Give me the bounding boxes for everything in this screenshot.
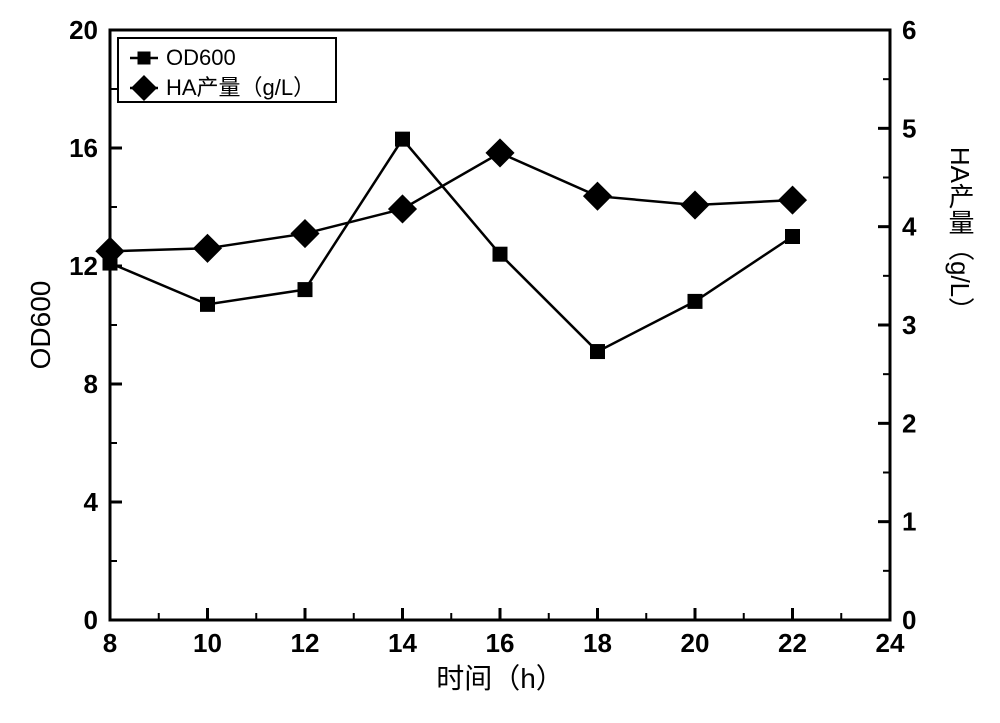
plot-border xyxy=(110,30,890,620)
marker-diamond xyxy=(389,195,417,223)
chart-svg: 810121416182022240481216200123456时间（h）OD… xyxy=(0,0,1000,723)
x-tick-label: 18 xyxy=(583,628,612,658)
marker-square xyxy=(138,52,150,64)
yr-tick-label: 4 xyxy=(902,212,917,242)
legend-label: OD600 xyxy=(166,45,236,70)
x-tick-label: 22 xyxy=(778,628,807,658)
x-tick-label: 10 xyxy=(193,628,222,658)
yr-tick-label: 3 xyxy=(902,310,916,340)
marker-square xyxy=(298,283,312,297)
x-axis-title: 时间（h） xyxy=(436,663,564,694)
yl-tick-label: 0 xyxy=(84,605,98,635)
y-right-axis-title: HA产量（g/L） xyxy=(945,147,975,323)
marker-square xyxy=(591,345,605,359)
y-left-axis-title: OD600 xyxy=(25,281,56,370)
x-tick-label: 14 xyxy=(388,628,417,658)
marker-square xyxy=(396,132,410,146)
x-tick-label: 20 xyxy=(681,628,710,658)
marker-square xyxy=(201,297,215,311)
yl-tick-label: 8 xyxy=(84,369,98,399)
yr-tick-label: 0 xyxy=(902,605,916,635)
marker-square xyxy=(688,294,702,308)
marker-diamond xyxy=(584,182,612,210)
legend-label: HA产量（g/L） xyxy=(166,75,315,100)
yr-tick-label: 2 xyxy=(902,408,916,438)
x-tick-label: 8 xyxy=(103,628,117,658)
yl-tick-label: 20 xyxy=(69,15,98,45)
yr-tick-label: 1 xyxy=(902,507,916,537)
yl-tick-label: 4 xyxy=(84,487,99,517)
x-tick-label: 24 xyxy=(876,628,905,658)
marker-diamond xyxy=(291,220,319,248)
marker-diamond xyxy=(132,76,157,101)
marker-diamond xyxy=(486,139,514,167)
marker-diamond xyxy=(194,234,222,262)
x-tick-label: 16 xyxy=(486,628,515,658)
chart-container: 810121416182022240481216200123456时间（h）OD… xyxy=(0,0,1000,723)
marker-square xyxy=(493,247,507,261)
marker-square xyxy=(786,230,800,244)
yl-tick-label: 16 xyxy=(69,133,98,163)
yr-tick-label: 5 xyxy=(902,113,916,143)
marker-diamond xyxy=(96,237,124,265)
marker-diamond xyxy=(779,186,807,214)
yr-tick-label: 6 xyxy=(902,15,916,45)
x-tick-label: 12 xyxy=(291,628,320,658)
yl-tick-label: 12 xyxy=(69,251,98,281)
marker-diamond xyxy=(681,191,709,219)
